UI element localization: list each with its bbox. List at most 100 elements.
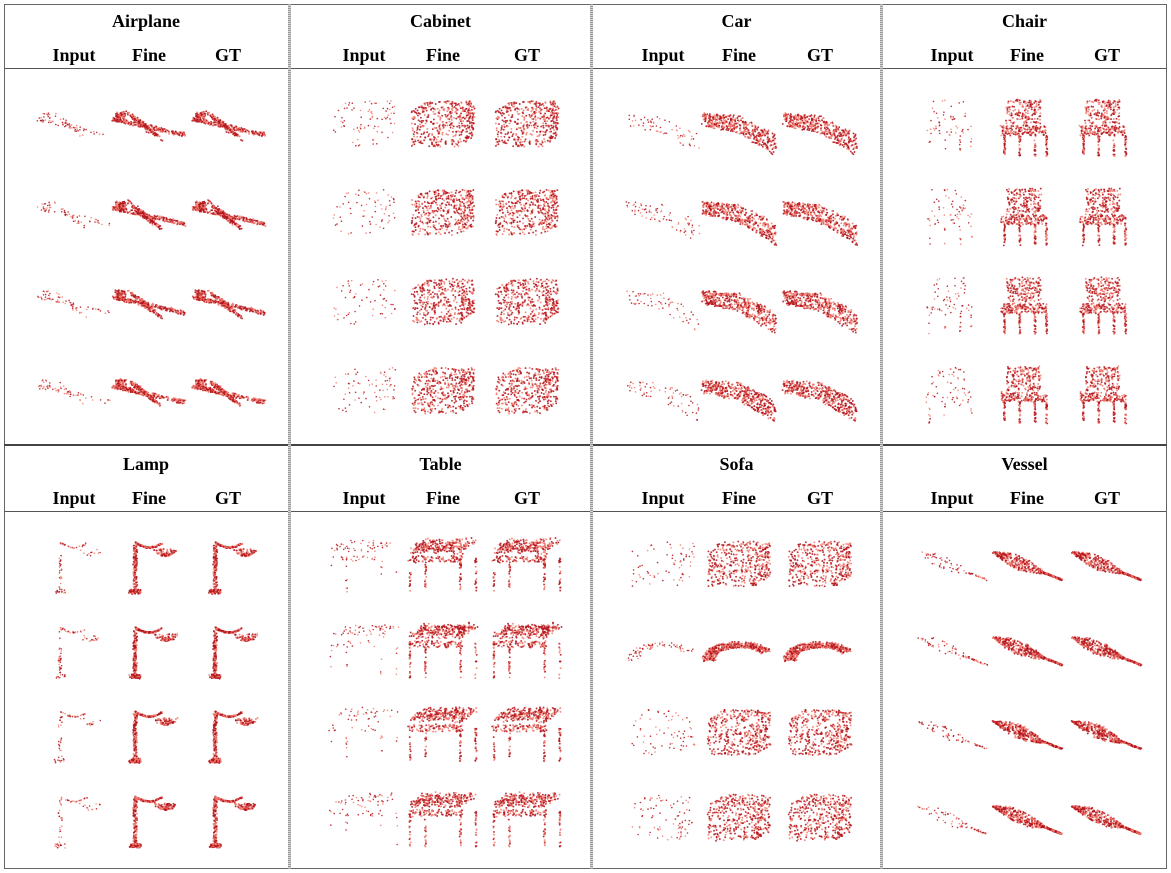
input-point-cloud bbox=[53, 711, 102, 764]
gt-point-cloud bbox=[1070, 635, 1143, 667]
fine-point-cloud bbox=[991, 635, 1064, 667]
category-panel: Sofa Input Fine GT bbox=[593, 447, 880, 869]
header-rule bbox=[4, 511, 288, 512]
gt-point-cloud bbox=[191, 198, 267, 230]
fine-point-cloud bbox=[707, 709, 773, 757]
gt-point-cloud bbox=[492, 621, 563, 679]
fine-point-cloud bbox=[407, 537, 479, 592]
panel-separator bbox=[590, 4, 593, 869]
fine-point-cloud bbox=[701, 379, 778, 423]
input-point-cloud bbox=[626, 290, 700, 331]
header-rule bbox=[593, 511, 880, 512]
fine-point-cloud bbox=[1000, 276, 1049, 335]
category-title: Car bbox=[593, 11, 880, 32]
fine-point-cloud bbox=[702, 640, 772, 662]
panel-separator bbox=[880, 4, 883, 869]
category-panel: Airplane Input Fine GT bbox=[4, 4, 288, 445]
input-point-cloud bbox=[918, 721, 988, 750]
input-point-cloud bbox=[631, 541, 696, 588]
fine-point-cloud bbox=[128, 541, 178, 596]
fine-point-cloud bbox=[112, 289, 186, 320]
column-header: Input bbox=[930, 488, 973, 509]
header-rule bbox=[883, 511, 1166, 512]
input-point-cloud bbox=[54, 796, 101, 849]
fine-point-cloud bbox=[411, 188, 476, 236]
column-header: GT bbox=[514, 488, 540, 509]
fine-point-cloud bbox=[701, 290, 778, 334]
fine-point-cloud bbox=[411, 367, 476, 415]
gt-point-cloud bbox=[190, 378, 266, 408]
fine-point-cloud bbox=[128, 626, 179, 680]
column-header: Input bbox=[342, 488, 385, 509]
column-header: GT bbox=[807, 488, 833, 509]
column-header: Input bbox=[52, 488, 95, 509]
category-title: Vessel bbox=[883, 454, 1166, 475]
gt-point-cloud bbox=[207, 541, 257, 596]
gt-point-cloud bbox=[1071, 804, 1142, 835]
input-point-cloud bbox=[917, 636, 989, 666]
input-point-cloud bbox=[332, 188, 396, 235]
category-panel: Table Input Fine GT bbox=[291, 447, 590, 869]
gt-point-cloud bbox=[208, 795, 256, 849]
column-header: GT bbox=[1094, 488, 1120, 509]
gt-point-cloud bbox=[492, 790, 562, 848]
header-rule bbox=[883, 68, 1166, 69]
category-panel: Lamp Input Fine GT bbox=[4, 447, 288, 869]
gt-point-cloud bbox=[781, 290, 858, 334]
gt-point-cloud bbox=[207, 710, 259, 765]
gt-point-cloud bbox=[494, 188, 560, 236]
column-header: Input bbox=[641, 488, 684, 509]
input-point-cloud bbox=[329, 792, 399, 846]
input-point-cloud bbox=[917, 805, 987, 835]
column-header: Fine bbox=[132, 45, 166, 66]
input-point-cloud bbox=[333, 367, 397, 414]
input-point-cloud bbox=[628, 114, 701, 149]
header-rule bbox=[291, 511, 590, 512]
gt-point-cloud bbox=[787, 793, 852, 842]
input-point-cloud bbox=[628, 641, 694, 661]
panel-separator bbox=[288, 4, 291, 869]
gt-point-cloud bbox=[494, 277, 560, 326]
fine-point-cloud bbox=[411, 99, 477, 148]
header-rule bbox=[593, 68, 880, 69]
fine-point-cloud bbox=[707, 793, 772, 842]
gt-point-cloud bbox=[781, 111, 858, 155]
fine-point-cloud bbox=[111, 198, 187, 230]
gt-point-cloud bbox=[1079, 187, 1128, 247]
column-header: Fine bbox=[426, 488, 460, 509]
fine-point-cloud bbox=[408, 621, 479, 679]
column-header: GT bbox=[1094, 45, 1120, 66]
gt-point-cloud bbox=[1071, 551, 1143, 582]
fine-point-cloud bbox=[701, 111, 778, 155]
gt-point-cloud bbox=[491, 537, 562, 592]
fine-point-cloud bbox=[407, 706, 479, 763]
gt-point-cloud bbox=[1079, 276, 1128, 335]
column-header: GT bbox=[514, 45, 540, 66]
fine-point-cloud bbox=[991, 551, 1064, 582]
category-title: Cabinet bbox=[291, 11, 590, 32]
input-point-cloud bbox=[926, 99, 973, 151]
gt-point-cloud bbox=[491, 706, 562, 763]
input-point-cloud bbox=[36, 201, 111, 229]
category-title: Airplane bbox=[4, 11, 288, 32]
fine-point-cloud bbox=[999, 187, 1049, 247]
input-point-cloud bbox=[55, 626, 99, 679]
input-point-cloud bbox=[36, 290, 110, 318]
input-point-cloud bbox=[55, 542, 101, 595]
category-panel: Car Input Fine GT bbox=[593, 4, 880, 445]
fine-point-cloud bbox=[408, 790, 479, 848]
fine-point-cloud bbox=[111, 378, 187, 408]
gt-point-cloud bbox=[782, 200, 858, 246]
gt-point-cloud bbox=[1078, 98, 1128, 157]
gt-point-cloud bbox=[191, 289, 266, 320]
gt-point-cloud bbox=[191, 109, 266, 142]
gt-point-cloud bbox=[1079, 365, 1128, 425]
fine-point-cloud bbox=[128, 795, 177, 849]
gt-point-cloud bbox=[787, 540, 852, 588]
column-header: GT bbox=[215, 488, 241, 509]
fine-point-cloud bbox=[999, 98, 1049, 157]
column-header: Input bbox=[641, 45, 684, 66]
input-point-cloud bbox=[328, 706, 399, 758]
header-rule bbox=[291, 68, 590, 69]
